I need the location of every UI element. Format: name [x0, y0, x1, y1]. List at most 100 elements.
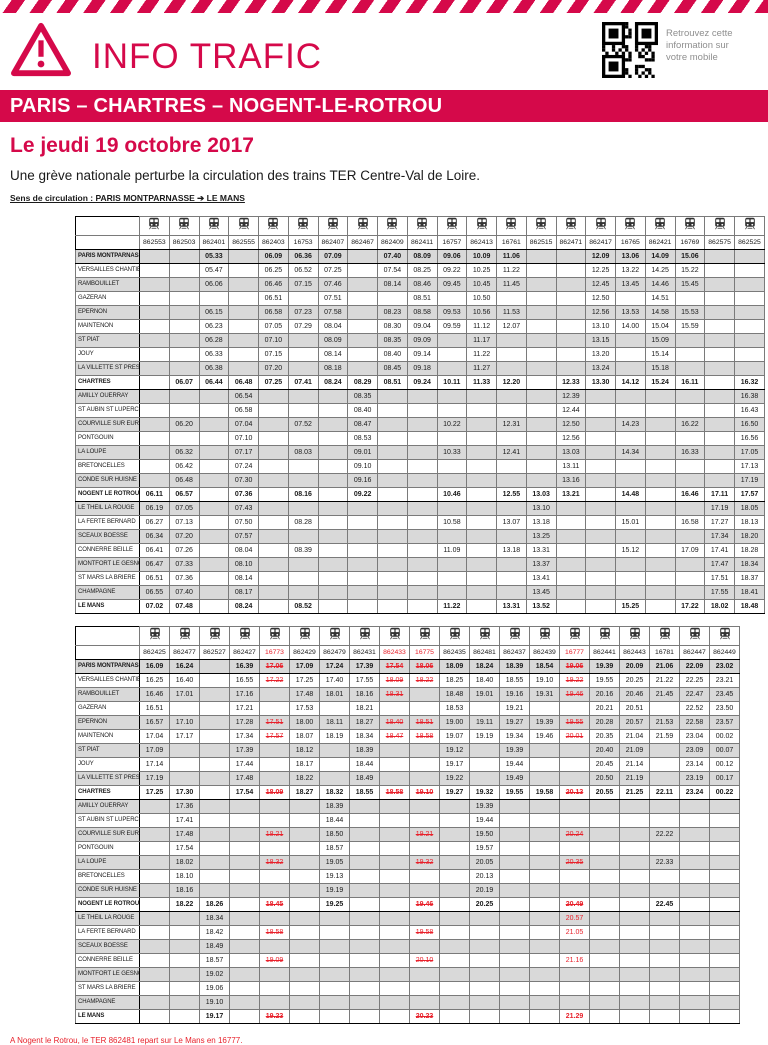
train-icon [199, 626, 230, 646]
time-cell [406, 431, 438, 446]
time-cell: 22.11 [649, 785, 680, 800]
time-cell: 12.25 [585, 263, 616, 278]
time-cell: 06.42 [168, 459, 200, 474]
time-cell [259, 995, 290, 1010]
time-cell [436, 431, 468, 446]
time-cell: 08.52 [287, 599, 319, 614]
time-cell [589, 841, 620, 856]
time-cell: 18.58 [409, 729, 440, 744]
time-cell: 12.44 [555, 403, 587, 418]
time-cell [377, 389, 408, 404]
warning-triangle-icon [10, 21, 72, 84]
time-cell [585, 417, 616, 432]
time-cell: 07.24 [228, 459, 259, 474]
time-cell [258, 473, 289, 488]
time-cell [317, 403, 349, 418]
time-cell: 08.09 [406, 249, 438, 264]
time-cell: 20.21 [589, 701, 620, 716]
time-cell: 13.16 [555, 473, 587, 488]
time-cell [585, 445, 616, 460]
train-number: 862437 [499, 645, 530, 660]
time-cell [525, 375, 557, 390]
time-cell [139, 799, 170, 814]
time-cell [644, 431, 676, 446]
time-cell [529, 897, 560, 912]
station-row: PONTGOUIN 17.54 18.57 19.57 [75, 841, 740, 856]
time-cell: 20.01 [559, 729, 590, 744]
time-cell [619, 855, 650, 870]
station-row: BRETONCELLES 18.10 19.13 20.13 [75, 869, 740, 884]
time-cell: 11.33 [466, 375, 497, 390]
time-cell [559, 757, 590, 772]
train-number: 862503 [168, 235, 200, 250]
time-cell: 09.59 [436, 319, 468, 334]
time-cell: 19.55 [589, 673, 620, 688]
time-cell: 17.30 [169, 785, 200, 800]
time-cell: 18.34 [734, 557, 765, 572]
time-cell [349, 897, 380, 912]
time-cell: 08.14 [377, 277, 408, 292]
time-cell: 21.53 [649, 715, 680, 730]
time-cell: 19.23 [259, 1009, 290, 1024]
time-cell: 07.33 [168, 557, 200, 572]
time-cell: 07.40 [377, 249, 408, 264]
station-row: AMILLY OUERRAY 06.54 08.35 12.39 16.38 [75, 389, 765, 404]
time-cell [139, 459, 170, 474]
time-cell [525, 333, 557, 348]
time-cell [439, 855, 470, 870]
station-row: CHAMPAGNE 19.10 [75, 995, 740, 1010]
station-name: LA LOUPE [75, 855, 140, 870]
time-cell [168, 305, 200, 320]
time-cell [469, 911, 500, 926]
time-cell [319, 911, 350, 926]
train-number: 862421 [644, 235, 676, 250]
time-cell [347, 249, 378, 264]
time-cell [377, 599, 408, 614]
time-cell [347, 501, 378, 516]
time-cell: 14.48 [615, 487, 646, 502]
time-cell [229, 953, 260, 968]
time-cell [317, 445, 349, 460]
time-cell [644, 599, 676, 614]
time-cell [289, 995, 320, 1010]
time-cell [168, 319, 200, 334]
time-cell [499, 827, 530, 842]
time-cell [406, 557, 438, 572]
time-cell [674, 347, 706, 362]
time-cell [287, 585, 319, 600]
station-name: LA FERTE BERNARD [75, 515, 140, 530]
time-cell [258, 501, 289, 516]
time-cell: 21.05 [559, 925, 590, 940]
time-cell: 08.40 [377, 347, 408, 362]
time-cell [377, 291, 408, 306]
time-cell [199, 659, 230, 674]
time-cell [409, 799, 440, 814]
time-cell [734, 361, 765, 376]
time-cell [436, 333, 468, 348]
time-cell [289, 841, 320, 856]
time-cell: 17.40 [319, 673, 350, 688]
train-number: 862403 [258, 235, 289, 250]
time-cell: 20.46 [619, 687, 650, 702]
station-row: GAZERAN 16.51 17.21 17.53 18.21 18.53 19.21 20.… [75, 701, 740, 716]
time-cell: 07.09 [317, 249, 349, 264]
time-cell: 20.57 [559, 911, 590, 926]
time-cell [529, 841, 560, 856]
time-cell: 19.27 [439, 785, 470, 800]
time-cell [379, 757, 410, 772]
time-cell [139, 431, 170, 446]
station-name: RAMBOUILLET [75, 277, 140, 292]
time-cell: 11.22 [496, 263, 527, 278]
time-cell [259, 799, 290, 814]
time-cell [406, 459, 438, 474]
time-cell [439, 967, 470, 982]
time-cell [258, 599, 289, 614]
time-cell [466, 459, 497, 474]
time-cell [436, 361, 468, 376]
time-cell [469, 981, 500, 996]
time-cell: 14.34 [615, 445, 646, 460]
time-cell [496, 333, 527, 348]
station-name: RAMBOUILLET [75, 687, 140, 702]
time-cell: 18.37 [734, 571, 765, 586]
time-cell [349, 1009, 380, 1024]
